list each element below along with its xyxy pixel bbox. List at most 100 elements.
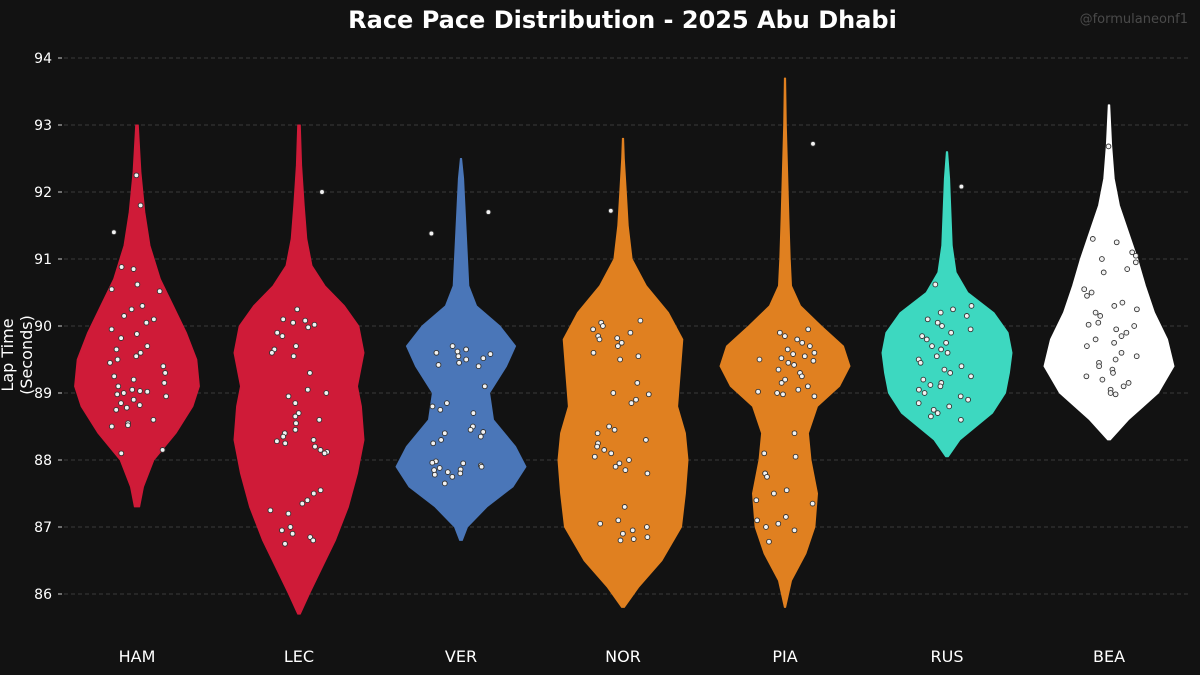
lap-point xyxy=(799,339,806,346)
lap-point xyxy=(1112,356,1119,363)
lap-point xyxy=(617,356,623,363)
lap-point xyxy=(963,313,970,319)
lap-point xyxy=(620,530,626,537)
lap-point xyxy=(1129,249,1136,256)
violin-body-lec xyxy=(233,124,365,615)
lap-point xyxy=(932,281,939,288)
lap-point xyxy=(269,349,275,356)
lap-point xyxy=(437,406,444,413)
lap-point xyxy=(597,520,604,527)
lap-point xyxy=(606,423,612,430)
lap-point xyxy=(118,400,124,406)
lap-point xyxy=(799,373,805,380)
lap-point xyxy=(1088,289,1095,296)
x-tick-label: BEA xyxy=(1093,647,1125,666)
lap-point xyxy=(958,363,965,370)
violin-body-ver xyxy=(395,158,527,541)
lap-point xyxy=(293,343,299,349)
lap-point xyxy=(775,366,782,373)
lap-point xyxy=(444,469,451,475)
lap-point xyxy=(128,306,135,313)
lap-point xyxy=(161,380,168,386)
lap-point xyxy=(279,333,286,339)
lap-point xyxy=(160,363,167,370)
lap-point xyxy=(1084,292,1090,299)
lap-point xyxy=(1089,236,1096,242)
x-axis: HAM LEC VER NOR PIA RUS BEA xyxy=(119,647,1125,666)
lap-point xyxy=(1118,333,1125,339)
lap-point xyxy=(968,373,974,380)
lap-point xyxy=(133,172,140,179)
lap-point xyxy=(159,447,166,453)
lap-point xyxy=(114,391,121,398)
lap-point xyxy=(811,349,818,356)
lap-point xyxy=(463,356,470,363)
lap-point xyxy=(125,422,131,429)
lap-point xyxy=(1083,373,1090,380)
lap-point xyxy=(1123,329,1130,336)
lap-point xyxy=(317,447,324,453)
lap-point xyxy=(616,460,623,467)
lap-point xyxy=(274,438,280,445)
lap-point xyxy=(312,443,318,450)
lap-point xyxy=(290,353,297,360)
lap-point xyxy=(130,396,137,403)
lap-point xyxy=(778,380,785,386)
violin-body-rus xyxy=(881,151,1013,458)
watermark: @formulaneonf1 xyxy=(1079,12,1188,27)
lap-point xyxy=(293,420,299,427)
lap-point xyxy=(1113,326,1120,333)
lap-point xyxy=(643,437,649,443)
lap-point xyxy=(321,450,328,457)
lap-point xyxy=(478,463,485,470)
lap-point xyxy=(431,467,437,473)
lap-point xyxy=(134,331,140,337)
lap-point xyxy=(319,189,325,195)
y-tick-label: 87 xyxy=(34,520,52,536)
lap-point xyxy=(121,313,127,319)
lap-point xyxy=(441,430,448,437)
lap-point xyxy=(1113,239,1120,246)
lap-point xyxy=(108,423,115,430)
lap-point xyxy=(943,339,949,346)
y-tick-label: 86 xyxy=(34,587,52,603)
lap-point xyxy=(644,470,651,477)
lap-point xyxy=(795,386,802,393)
y-tick-label: 90 xyxy=(34,319,52,335)
lap-point xyxy=(601,447,608,453)
lap-point xyxy=(608,450,615,457)
lap-point xyxy=(279,527,285,534)
lap-point xyxy=(916,386,922,393)
lap-point xyxy=(1118,349,1125,356)
y-tick-label: 89 xyxy=(34,386,52,402)
lap-point xyxy=(1107,390,1114,396)
lap-point xyxy=(778,355,785,362)
lap-point xyxy=(628,400,635,406)
violin-body-ham xyxy=(74,124,200,508)
lap-point xyxy=(1133,252,1139,259)
lap-point xyxy=(1105,143,1112,150)
lap-point xyxy=(614,335,621,341)
violins xyxy=(74,77,1175,615)
lap-point xyxy=(429,403,436,410)
lap-point xyxy=(485,209,492,215)
lap-point xyxy=(791,527,798,534)
lap-point xyxy=(267,507,274,514)
lap-point xyxy=(1111,339,1117,346)
lap-point xyxy=(467,426,474,433)
lap-point xyxy=(111,229,117,236)
lap-point xyxy=(637,317,644,324)
lap-point xyxy=(139,303,146,309)
lap-point xyxy=(123,404,130,411)
lap-point xyxy=(627,329,634,336)
lap-point xyxy=(162,370,169,376)
lap-point xyxy=(928,413,934,420)
lap-point xyxy=(130,376,137,383)
lap-point xyxy=(1125,380,1132,386)
lap-point xyxy=(470,410,477,416)
lap-point xyxy=(113,406,120,413)
lap-point xyxy=(310,437,317,443)
lap-point xyxy=(1095,319,1102,326)
lap-point xyxy=(113,346,120,353)
